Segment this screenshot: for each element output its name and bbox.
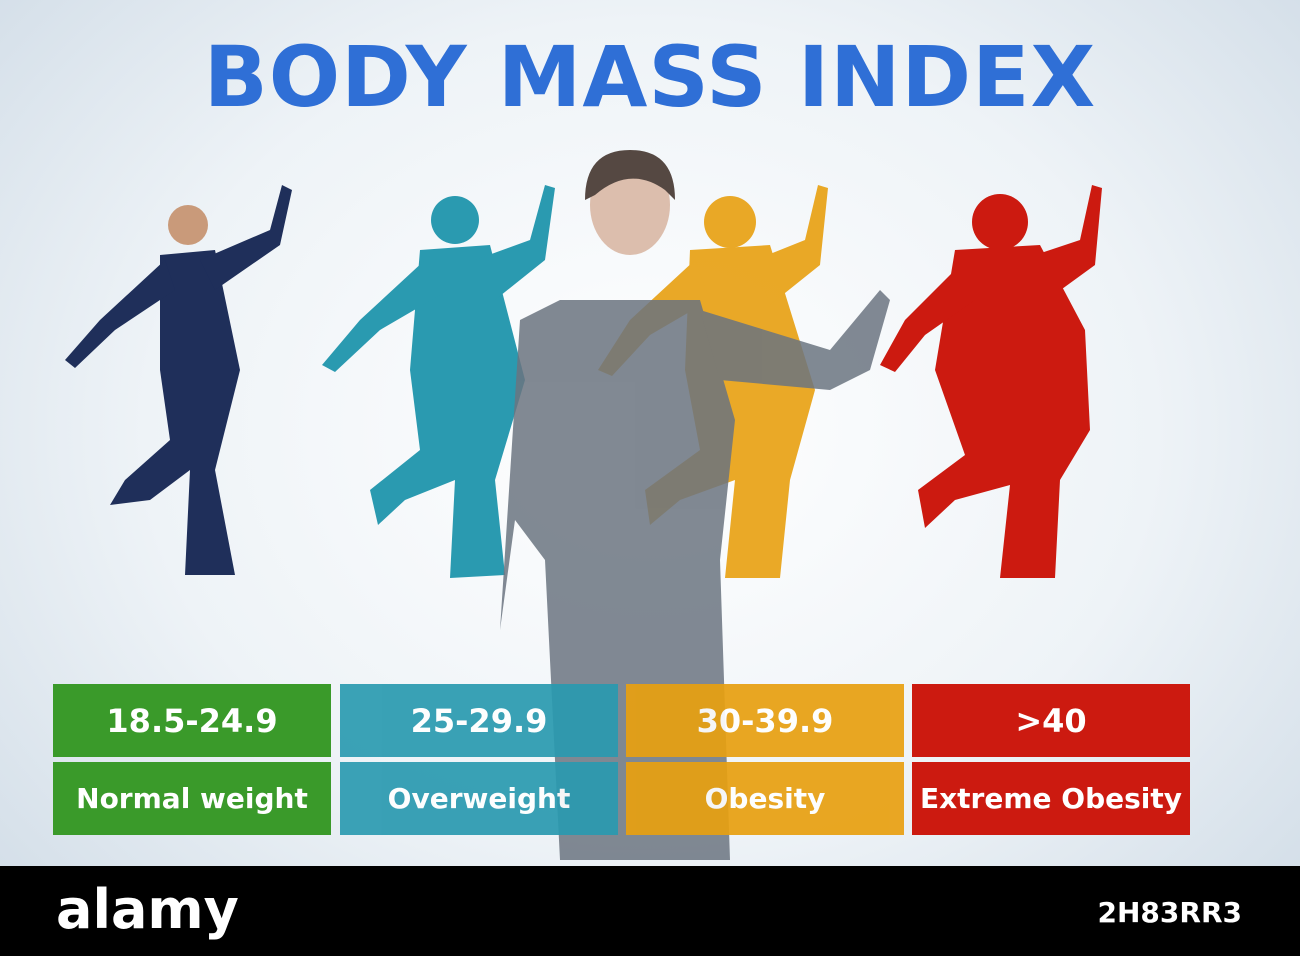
bmi-label: Normal weight — [53, 762, 331, 835]
man-normal — [65, 185, 292, 575]
footer-bar: alamy 2H83RR3 — [0, 866, 1300, 956]
silhouette-extreme-obesity — [880, 185, 1102, 578]
bmi-range: >40 — [912, 684, 1190, 757]
silhouette-overweight — [322, 185, 555, 578]
image-id: 2H83RR3 — [1097, 896, 1242, 929]
bmi-range: 25-29.9 — [340, 684, 618, 757]
brand: alamy — [56, 878, 239, 941]
bmi-range: 30-39.9 — [626, 684, 904, 757]
bmi-range: 18.5-24.9 — [53, 684, 331, 757]
bmi-label: Overweight — [340, 762, 618, 835]
bmi-label: Obesity — [626, 762, 904, 835]
bmi-label: Extreme Obesity — [912, 762, 1190, 835]
title: BODY MASS INDEX — [203, 28, 1097, 126]
